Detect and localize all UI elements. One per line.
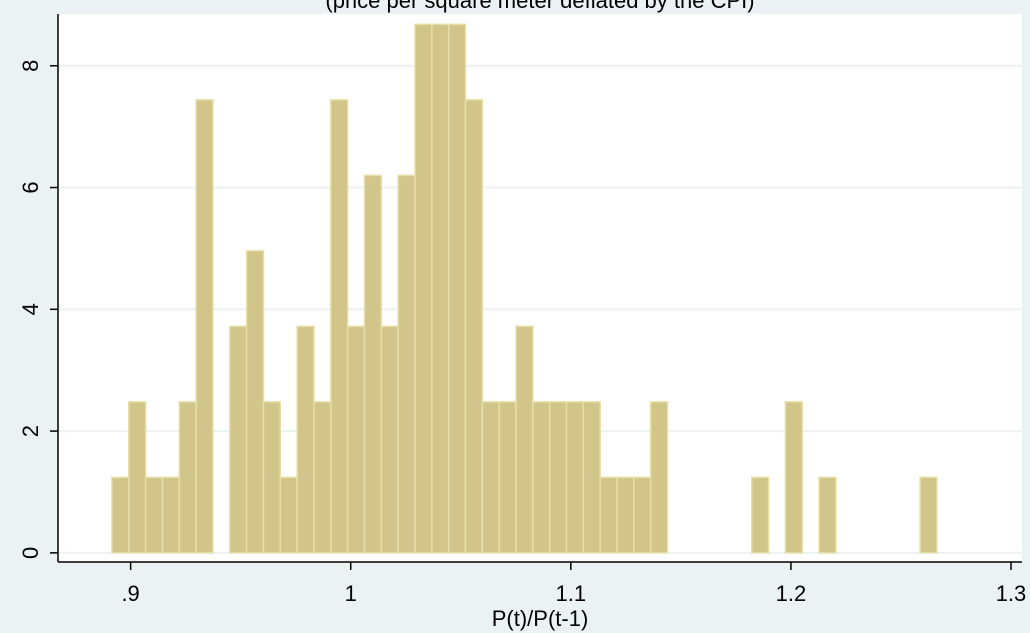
histogram-bar [397, 174, 416, 554]
x-tick-label: 1.1 [556, 581, 587, 606]
histogram-bar [565, 401, 585, 554]
histogram-bar [178, 401, 197, 554]
histogram-bar [245, 250, 265, 554]
axes [57, 14, 1022, 563]
y-tick-label: 4 [18, 303, 43, 315]
histogram-bar [111, 476, 130, 554]
histogram-bar [498, 401, 517, 554]
x-tick-label: 1.2 [776, 581, 807, 606]
y-tick-label: 6 [18, 181, 43, 193]
histogram-bars [111, 23, 938, 554]
histogram-bar [414, 23, 433, 554]
x-axis-title: P(t)/P(t-1) [492, 606, 589, 631]
x-tick-label: 1 [345, 581, 357, 606]
histogram-bar [144, 476, 164, 554]
x-axis-ticks: .9 1 1.1 1.2 1.3 [121, 562, 1026, 606]
y-tick-label: 0 [18, 547, 43, 559]
histogram-bar [818, 476, 837, 554]
histogram-bar [515, 325, 534, 554]
histogram-bar [380, 325, 399, 554]
histogram-bar [599, 476, 618, 554]
histogram-bar [363, 174, 383, 554]
histogram-bar [548, 401, 568, 554]
histogram-bar [919, 476, 938, 554]
histogram-bar [195, 99, 214, 554]
histogram-bar [582, 401, 601, 554]
histogram-bar [649, 401, 669, 554]
histogram-bar [447, 23, 467, 554]
histogram-bar [616, 476, 635, 554]
chart-title: (price per square meter deflated by the … [325, 0, 754, 13]
histogram-bar [346, 325, 366, 554]
histogram-bar [296, 325, 315, 554]
histogram-bar [279, 476, 298, 554]
y-tick-label: 2 [18, 425, 43, 437]
histogram-bar [750, 476, 770, 554]
y-tick-label: 8 [18, 60, 43, 72]
histogram-bar [481, 401, 500, 554]
histogram-bar [532, 401, 551, 554]
histogram-bar [784, 401, 803, 554]
x-tick-label: 1.3 [996, 581, 1027, 606]
histogram-bar [431, 23, 450, 554]
histogram-bar [330, 99, 349, 554]
y-axis-ticks: 0 2 4 6 8 [18, 60, 58, 559]
histogram-bar [161, 476, 181, 554]
histogram-bar [464, 99, 484, 554]
histogram-bar [262, 401, 282, 554]
histogram-bar [128, 401, 147, 554]
histogram-bar [229, 325, 248, 554]
x-tick-label: .9 [121, 581, 139, 606]
histogram-bar [633, 476, 652, 554]
histogram-bar [313, 401, 332, 554]
